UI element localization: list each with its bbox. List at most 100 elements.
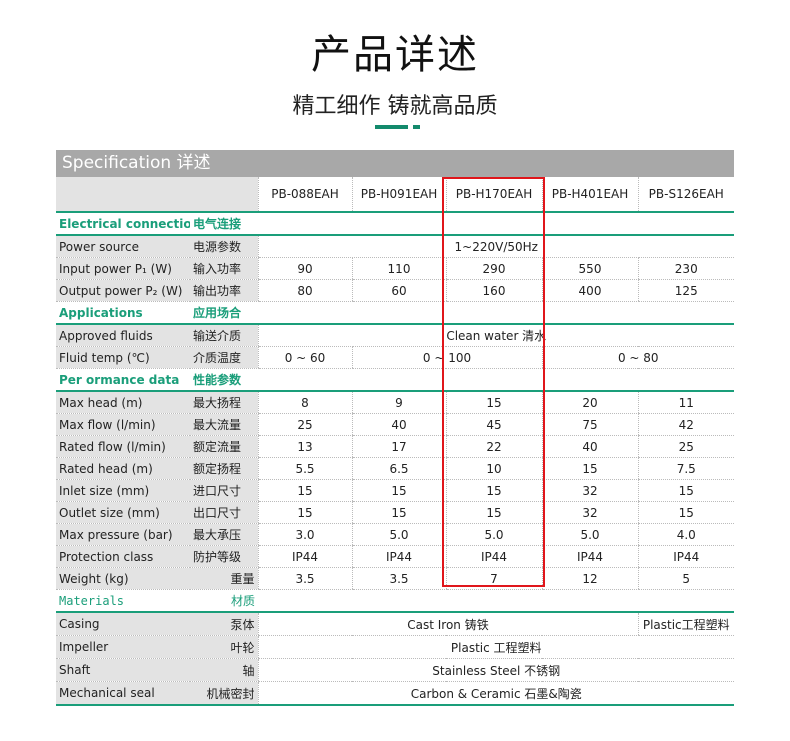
row-label-en: Rated flow (l/min) [56,435,190,458]
spec-value: 125 [637,279,734,302]
spec-value: 160 [445,279,542,302]
row-label-cn: 输送介质 [190,324,258,347]
spec-value: 45 [445,413,542,436]
spec-value: 17 [351,435,446,458]
spec-row: Input power P₁ (W) 输入功率 90 110 290 550 230 [56,257,734,280]
model-header-row: PB-088EAH PB-H091EAH PB-H170EAH PB-H401E… [56,177,734,213]
row-label-en: Max flow (l/min) [56,413,190,436]
row-label-cn: 最大流量 [190,413,258,436]
spec-value: 80 [257,279,352,302]
spec-value: Clean water 清水 [257,324,734,347]
row-label-cn: 电源参数 [190,235,258,258]
spec-value: 0 ~ 100 [351,346,542,369]
spec-value: IP44 [637,545,734,568]
spec-value: 3.5 [351,567,446,590]
spec-value: 15 [257,479,352,502]
spec-row: Weight (kg) 重量 3.5 3.5 7 12 5 [56,567,734,590]
spec-value: Plastic 工程塑料 [257,635,734,659]
section-row: Per ormance data 性能参数 [56,368,734,392]
spec-value: 15 [445,501,542,524]
spec-value: IP44 [351,545,446,568]
row-label-cn: 进口尺寸 [190,479,258,502]
section-title-en: Per ormance data [56,368,190,392]
spec-value: 3.5 [257,567,352,590]
section-blank [258,212,734,236]
section-title-cn: 电气连接 [190,212,258,236]
spec-value: 15 [445,391,542,414]
row-label-cn: 输出功率 [190,279,258,302]
spec-row: Outlet size (mm) 出口尺寸 15 15 15 32 15 [56,501,734,524]
spec-value: 32 [541,479,638,502]
row-label-en: Output power P₂ (W) [56,279,190,302]
spec-value: 7 [445,567,542,590]
row-label-en: Power source [56,235,190,258]
spec-value: 90 [257,257,352,280]
spec-row: Max head (m) 最大扬程 8 9 15 20 11 [56,391,734,414]
row-label-cn: 最大扬程 [190,391,258,414]
row-label-en: Max head (m) [56,391,190,414]
section-row: Materials 材质 [56,589,734,613]
spec-value: 11 [637,391,734,414]
row-label-cn: 额定流量 [190,435,258,458]
row-label-en: Protection class [56,545,190,568]
row-label-en: Fluid temp (℃) [56,346,190,369]
row-label-en: Mechanical seal [56,681,190,706]
spec-value: 12 [541,567,638,590]
spec-value: 290 [445,257,542,280]
spec-row: Casing 泵体 Cast Iron 铸铁 Plastic工程塑料 [56,612,734,636]
model-header: PB-088EAH [257,177,352,213]
row-label-cn: 额定扬程 [190,457,258,480]
model-header: PB-H170EAH [445,177,542,213]
spec-value: 7.5 [637,457,734,480]
spec-value: IP44 [257,545,352,568]
spec-row: Max pressure (bar) 最大承压 3.0 5.0 5.0 5.0 4.0 [56,523,734,546]
row-label-cn: 输入功率 [190,257,258,280]
spec-value: 15 [351,479,446,502]
spec-value: 5 [637,567,734,590]
spec-value: 25 [637,435,734,458]
row-label-en: Max pressure (bar) [56,523,190,546]
row-label-en: Shaft [56,658,190,682]
spec-value: 40 [541,435,638,458]
spec-value: Stainless Steel 不锈钢 [257,658,734,682]
spec-table: PB-088EAH PB-H091EAH PB-H170EAH PB-H401E… [56,177,734,706]
spec-row: Rated flow (l/min) 额定流量 13 17 22 40 25 [56,435,734,458]
spec-value: 9 [351,391,446,414]
spec-value: 15 [351,501,446,524]
spec-value: 0 ~ 60 [257,346,352,369]
spec-value: 10 [445,457,542,480]
spec-row: Max flow (l/min) 最大流量 25 40 45 75 42 [56,413,734,436]
title-underline-dot [413,125,420,129]
spec-value: 40 [351,413,446,436]
model-header: PB-H091EAH [351,177,446,213]
spec-value: IP44 [445,545,542,568]
spec-value: 110 [351,257,446,280]
section-blank [258,368,734,392]
spec-row: Power source 电源参数 1~220V/50Hz [56,235,734,258]
spec-value: 15 [637,479,734,502]
spec-value: IP44 [541,545,638,568]
section-title-en: Materials [56,589,190,613]
spec-row: Inlet size (mm) 进口尺寸 15 15 15 32 15 [56,479,734,502]
row-label-en: Impeller [56,635,190,659]
row-label-cn: 轴 [190,658,258,682]
spec-value: 20 [541,391,638,414]
spec-row: Fluid temp (℃) 介质温度 0 ~ 60 0 ~ 100 0 ~ 80 [56,346,734,369]
row-label-cn: 泵体 [190,612,258,636]
model-header: PB-S126EAH [637,177,734,213]
spec-value: 5.0 [351,523,446,546]
header-blank [56,177,190,213]
spec-value: 75 [541,413,638,436]
spec-value: 15 [257,501,352,524]
spec-value: 5.0 [445,523,542,546]
section-row: Electrical connection 电气连接 [56,212,734,236]
row-label-en: Rated head (m) [56,457,190,480]
section-blank [258,301,734,325]
row-label-en: Input power P₁ (W) [56,257,190,280]
spec-value: 60 [351,279,446,302]
row-label-cn: 叶轮 [190,635,258,659]
row-label-cn: 机械密封 [190,681,258,706]
row-label-cn: 防护等级 [190,545,258,568]
section-title-cn: 材质 [190,589,258,613]
spec-row: Approved fluids 输送介质 Clean water 清水 [56,324,734,347]
